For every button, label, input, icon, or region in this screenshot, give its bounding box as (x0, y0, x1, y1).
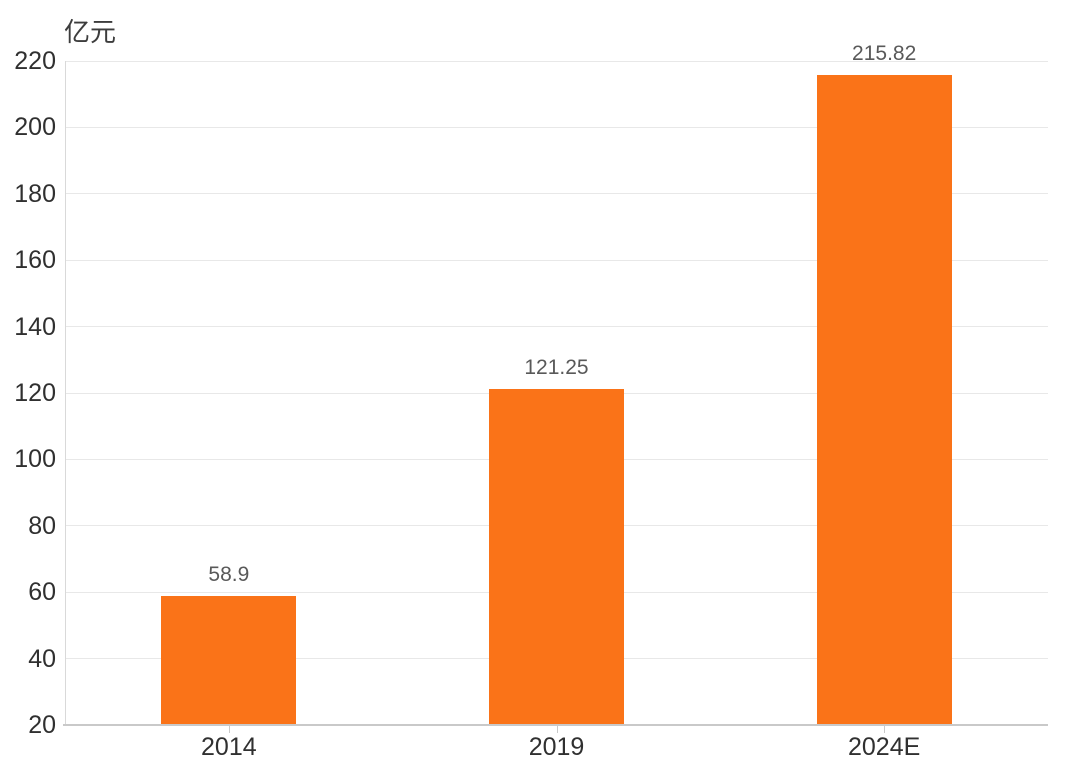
y-axis-tick-label: 120 (14, 379, 56, 407)
bar-value-label: 215.82 (852, 41, 917, 65)
y-axis-line (65, 61, 66, 725)
bar-value-label: 58.9 (208, 562, 250, 586)
x-axis-category-label: 2024E (848, 733, 921, 761)
x-axis-tick-mark (884, 726, 886, 733)
gridline (65, 193, 1048, 195)
bar (489, 388, 624, 725)
gridline (65, 126, 1048, 128)
bar (161, 595, 297, 725)
gridline (65, 60, 1048, 62)
x-axis-category-label: 2019 (528, 733, 585, 761)
y-axis-tick-label: 20 (28, 711, 56, 739)
gridline (65, 259, 1048, 261)
y-axis-tick-label: 40 (28, 644, 56, 673)
x-axis-tick-mark (556, 726, 558, 733)
x-axis-tick-mark (228, 726, 230, 733)
y-axis-tick-label: 60 (28, 578, 56, 607)
y-axis-tick-label: 140 (14, 312, 56, 341)
y-axis-unit-label: 亿元 (64, 17, 117, 47)
y-axis-tick-label: 80 (28, 511, 56, 540)
bar (816, 74, 952, 725)
gridline (65, 326, 1048, 328)
y-axis-tick-label: 180 (14, 179, 56, 208)
y-axis-tick-label: 100 (14, 445, 56, 474)
y-axis-tick-label: 200 (14, 113, 56, 142)
bar-value-label: 121.25 (524, 355, 589, 379)
y-axis-tick-label: 220 (14, 47, 56, 75)
x-axis-category-label: 2014 (201, 733, 257, 761)
x-axis-line (63, 724, 1048, 726)
y-axis-tick-label: 160 (14, 246, 56, 275)
